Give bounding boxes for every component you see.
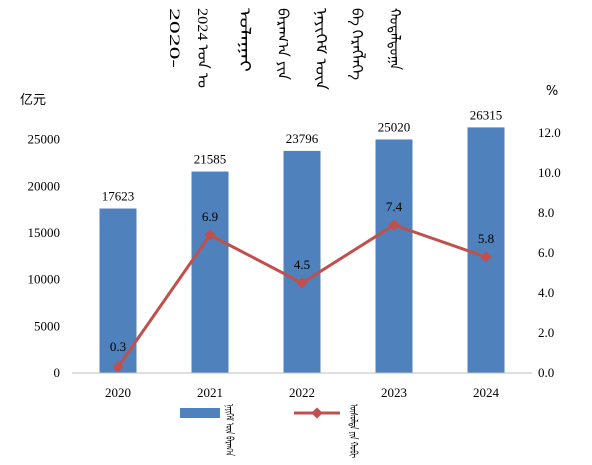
right-tick-label: 4.0: [538, 285, 554, 300]
title-column: ᠨᠡᠶᠢᠭᠡᠮ ᠦᠨ: [312, 8, 329, 91]
left-axis-ticks: 0 5000 10000 15000 20000 25000: [28, 132, 61, 380]
right-tick-label: 0.0: [538, 365, 554, 380]
legend-swatch-bar: [180, 408, 220, 418]
bar-data-label: 25020: [378, 119, 411, 134]
bar: [283, 150, 321, 373]
left-tick-label: 25000: [28, 132, 61, 147]
line-point: [204, 229, 216, 241]
legend-label-bar: ᠨᠡᠶᠢᠭᠡᠮ ᠦᠨ ᠪᠠᠷᠠᠭ᠎ᠠ: [223, 404, 236, 456]
bar: [99, 208, 137, 373]
line-data-label: 7.4: [386, 199, 403, 214]
line-point: [296, 277, 308, 289]
line-data-label: 0.3: [110, 339, 126, 354]
bar-data-label: 26315: [470, 107, 503, 122]
bar: [191, 171, 229, 373]
line-data-label: 4.5: [294, 257, 310, 272]
line-point: [388, 219, 400, 231]
right-axis-ticks: 0.0 2.0 4.0 6.0 8.0 10.0 12.0: [538, 125, 561, 380]
right-tick-label: 12.0: [538, 125, 561, 140]
bar-data-label: 17623: [102, 189, 135, 204]
chart-title: ᠬᠤᠳᠠᠯᠳᠤᠭᠠ ᠪᠡ ᠬᠡᠷᠡᠭᠯᠡᠭᠡ ᠨᠡᠶᠢᠭᠡᠮ ᠦᠨ ᠪᠠᠷᠠᠭ᠎ᠠ ᠶ…: [166, 8, 403, 91]
legend: ᠨᠡᠶᠢᠭᠡᠮ ᠦᠨ ᠪᠠᠷᠠᠭ᠎ᠠ ᠥᠰᠦᠯᠲᠡ ᠶᠢᠨ ᠬᠤᠪᠢ: [180, 404, 360, 458]
right-tick-label: 2.0: [538, 325, 554, 340]
line-point: [480, 251, 492, 263]
x-tick-label: 2022: [289, 385, 315, 400]
bar-data-label: 23796: [286, 131, 319, 146]
title-column: ᠬᠤᠳᠠᠯᠳᠤᠭᠠ: [386, 8, 403, 71]
x-tick-label: 2021: [197, 385, 223, 400]
title-column: 2020-: [166, 8, 182, 68]
left-tick-label: 0: [54, 365, 61, 380]
bar-data-label: 21585: [194, 152, 227, 167]
left-tick-label: 10000: [28, 272, 61, 287]
title-column: 2024 ᠣᠨ ᠤ: [194, 8, 211, 88]
bar: [375, 139, 413, 373]
title-column: ᠪᠠᠷᠠᠭ᠎ᠠ ᠶᠢᠨ: [274, 8, 291, 81]
bar: [467, 127, 505, 373]
right-tick-label: 10.0: [538, 165, 561, 180]
x-tick-label: 2020: [105, 385, 131, 400]
x-axis-ticks: 2020 2021 2022 2023 2024: [105, 385, 500, 400]
line-data-label: 5.8: [478, 231, 494, 246]
legend-swatch-marker: [311, 407, 323, 419]
right-axis-unit: %: [546, 84, 558, 99]
left-axis-unit: 亿元: [20, 93, 46, 108]
left-tick-label: 15000: [28, 225, 61, 240]
x-tick-label: 2023: [381, 385, 407, 400]
bar-series: 17623 21585 23796 25020 26315: [99, 107, 505, 373]
title-column: ᠪᠡ ᠬᠡᠷᠡᠭᠯᠡᠭᠡ: [348, 8, 367, 80]
title-column: ᠤᠯᠠᠭᠠᠢ: [236, 8, 252, 72]
left-tick-label: 20000: [28, 178, 61, 193]
x-tick-label: 2024: [473, 385, 500, 400]
legend-label-line: ᠥᠰᠦᠯᠲᠡ ᠶᠢᠨ ᠬᠤᠪᠢ: [347, 404, 360, 458]
right-tick-label: 8.0: [538, 205, 554, 220]
right-tick-label: 6.0: [538, 245, 554, 260]
line-series: 0.3 6.9 4.5 7.4 5.8: [110, 199, 494, 373]
line-data-label: 6.9: [202, 209, 218, 224]
left-tick-label: 5000: [34, 318, 60, 333]
